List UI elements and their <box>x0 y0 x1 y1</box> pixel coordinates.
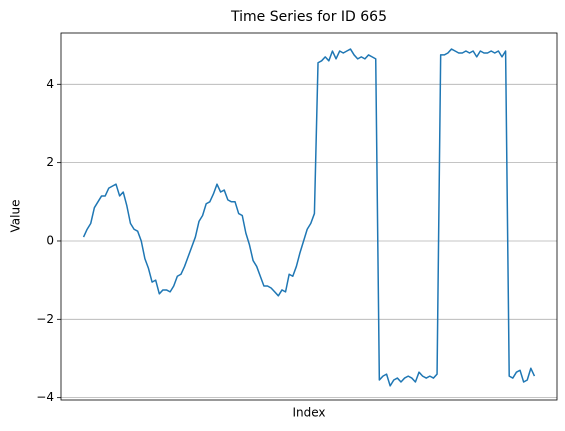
y-axis-label: Value <box>9 200 23 233</box>
x-axis-label: Index <box>292 406 325 420</box>
y-tick-label: −4 <box>36 390 54 404</box>
data-line <box>82 48 536 387</box>
y-tick-label: 4 <box>46 77 54 91</box>
y-tick-label: 0 <box>46 233 54 247</box>
chart-title: Time Series for ID 665 <box>230 9 387 25</box>
y-tick-label: −2 <box>36 312 54 326</box>
plot-frame <box>60 32 558 401</box>
y-tick-label: 2 <box>46 155 54 169</box>
